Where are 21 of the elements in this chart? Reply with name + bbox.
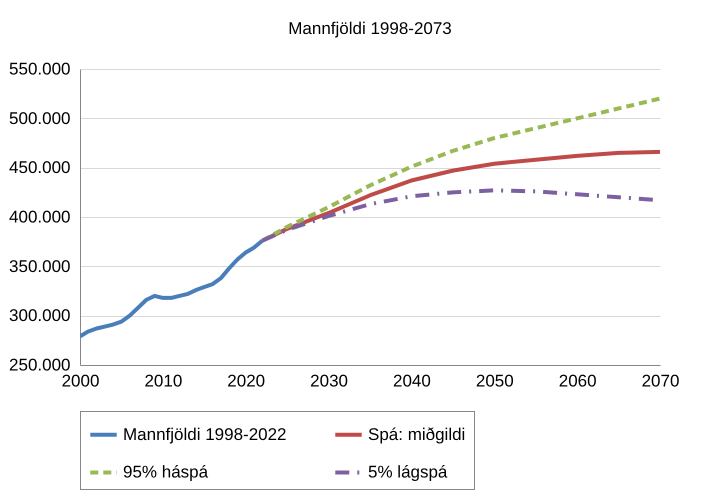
x-tick-label: 2040 xyxy=(393,372,431,390)
y-tick-label: 450.000 xyxy=(9,158,70,178)
x-tick-label: 2000 xyxy=(62,372,100,390)
x-tick-label: 2010 xyxy=(144,372,182,390)
legend-label: 5% lágspá xyxy=(368,462,448,482)
y-tick-label: 300.000 xyxy=(9,306,70,326)
legend-label: Spá: miðgildi xyxy=(368,424,466,444)
x-tick-label: 2020 xyxy=(227,372,266,390)
y-tick-label: 500.000 xyxy=(9,108,70,128)
legend-label: Mannfjöldi 1998-2022 xyxy=(123,424,287,444)
line-series xyxy=(80,238,264,338)
y-tick-label: 550.000 xyxy=(9,60,70,78)
x-tick-label: 2030 xyxy=(310,372,348,390)
x-tick-label: 2050 xyxy=(476,372,514,390)
y-tick-label: 400.000 xyxy=(9,208,70,226)
y-tick-label: 250.000 xyxy=(9,356,70,374)
x-tick-label: 2060 xyxy=(558,372,597,390)
x-tick-label: 2070 xyxy=(642,372,680,390)
legend-label: 95% háspá xyxy=(123,462,209,482)
chart-title: Mannfjöldi 1998-2073 xyxy=(288,19,452,38)
y-tick-label: 350.000 xyxy=(9,256,70,276)
